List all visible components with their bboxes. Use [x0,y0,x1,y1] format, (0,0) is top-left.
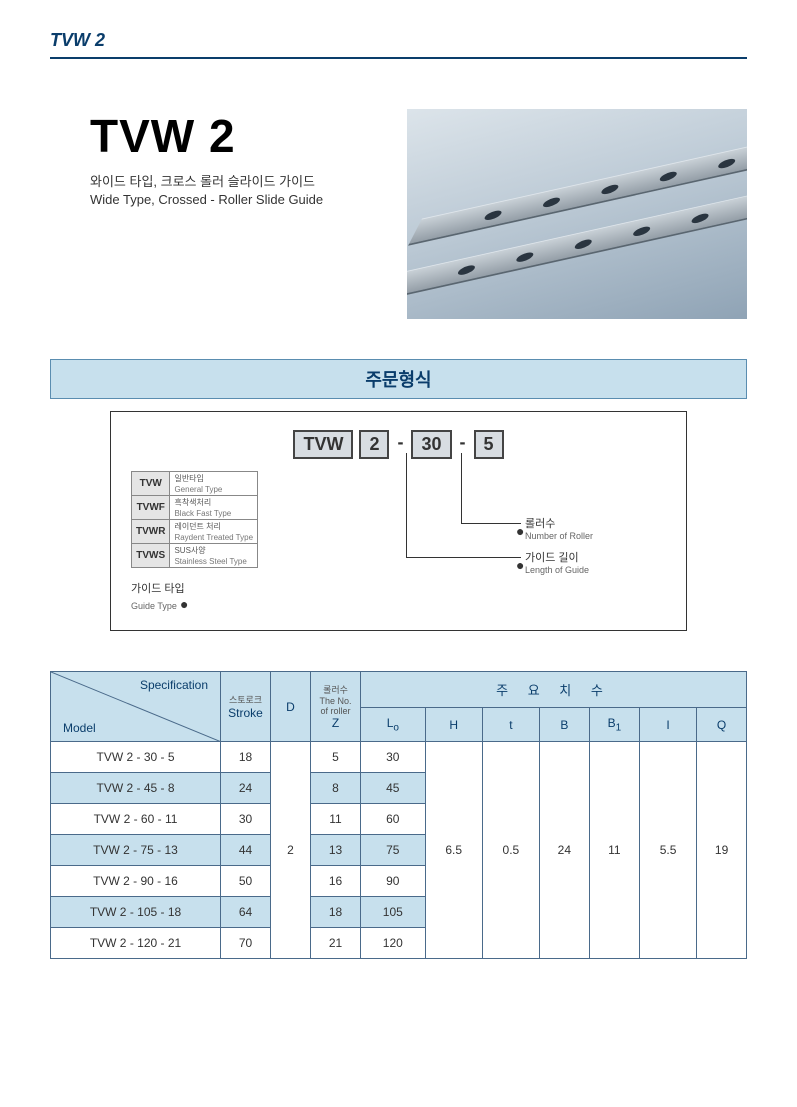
b1-header: B1 [589,708,639,742]
roller-header-en: The No. of roller [315,696,356,716]
i-header: I [639,708,696,742]
b1-cell: 11 [589,742,639,959]
roller-label-ko: 롤러수 [525,518,555,530]
code-sep: - [395,430,405,459]
order-code: TVW 2 - 30 - 5 [131,430,666,459]
stroke-cell: 18 [221,742,271,773]
type-code-table: TVW 일반타입General TypeTVWF 흑착색처리Black Fast… [131,471,258,568]
type-desc: 일반타입General Type [170,472,258,496]
spec-header-model: Model [63,721,96,735]
type-code: TVW [132,472,170,496]
type-desc: SUS사양Stainless Steel Type [170,544,258,568]
code-roller: 5 [474,430,504,459]
z-cell: 8 [311,773,361,804]
roller-header-ko: 롤러수 [315,683,356,696]
top-section: TVW 2 와이드 타입, 크로스 롤러 슬라이드 가이드 Wide Type,… [50,109,747,319]
type-code: TVWR [132,520,170,544]
page-header-label: TVW 2 [50,30,747,51]
model-cell: TVW 2 - 75 - 13 [51,835,221,866]
b-header: B [539,708,589,742]
bullet-icon: ● [180,596,188,612]
z-header: Z [332,716,339,730]
z-cell: 16 [311,866,361,897]
h-cell: 6.5 [425,742,482,959]
stroke-header-en: Stroke [228,706,263,720]
code-sep: - [458,430,468,459]
stroke-cell: 30 [221,804,271,835]
type-code: TVWF [132,496,170,520]
d-header: D [271,672,311,742]
t-cell: 0.5 [482,742,539,959]
guide-type-label-ko: 가이드 타입 [131,583,185,595]
order-section-title: 주문형식 [50,359,747,399]
code-size: 2 [359,430,389,459]
bullet-icon: ● [516,523,524,539]
z-cell: 11 [311,804,361,835]
lo-cell: 60 [361,804,426,835]
model-cell: TVW 2 - 120 - 21 [51,928,221,959]
guide-type-label-en: Guide Type [131,601,177,611]
q-header: Q [697,708,747,742]
bullet-icon: ● [516,557,524,573]
type-desc: 레이던트 처리Raydent Treated Type [170,520,258,544]
model-cell: TVW 2 - 105 - 18 [51,897,221,928]
i-cell: 5.5 [639,742,696,959]
order-format-box: TVW 2 - 30 - 5 TVW 일반타입General TypeTVWF … [110,411,687,631]
lo-cell: 120 [361,928,426,959]
model-cell: TVW 2 - 45 - 8 [51,773,221,804]
t-header: t [482,708,539,742]
specification-table: Specification Model 스토로크 Stroke D 롤러수 Th… [50,671,747,959]
order-labels-area: 롤러수 ● Number of Roller 가이드 길이 ● Length o… [311,471,666,612]
b-cell: 24 [539,742,589,959]
h-header: H [425,708,482,742]
roller-label-en: Number of Roller [525,531,593,541]
model-cell: TVW 2 - 30 - 5 [51,742,221,773]
type-desc: 흑착색처리Black Fast Type [170,496,258,520]
q-cell: 19 [697,742,747,959]
stroke-cell: 50 [221,866,271,897]
stroke-header-ko: 스토로크 [225,693,266,706]
z-cell: 13 [311,835,361,866]
dims-header: 주 요 치 수 [361,672,747,708]
product-image [407,109,747,319]
code-tvw: TVW [293,430,353,459]
model-cell: TVW 2 - 60 - 11 [51,804,221,835]
header-divider [50,57,747,59]
subtitle-korean: 와이드 타입, 크로스 롤러 슬라이드 가이드 [90,171,377,190]
code-length: 30 [411,430,451,459]
stroke-cell: 44 [221,835,271,866]
main-title: TVW 2 [90,109,377,163]
stroke-cell: 70 [221,928,271,959]
title-block: TVW 2 와이드 타입, 크로스 롤러 슬라이드 가이드 Wide Type,… [90,109,377,319]
z-cell: 5 [311,742,361,773]
d-cell: 2 [271,742,311,959]
lo-cell: 30 [361,742,426,773]
stroke-cell: 24 [221,773,271,804]
type-code: TVWS [132,544,170,568]
stroke-cell: 64 [221,897,271,928]
subtitle-english: Wide Type, Crossed - Roller Slide Guide [90,192,377,207]
lo-header: Lo [361,708,426,742]
lo-cell: 90 [361,866,426,897]
lo-cell: 75 [361,835,426,866]
length-label-en: Length of Guide [525,565,589,575]
z-cell: 21 [311,928,361,959]
spec-header-specification: Specification [140,678,208,692]
length-label-ko: 가이드 길이 [525,552,579,564]
lo-cell: 45 [361,773,426,804]
z-cell: 18 [311,897,361,928]
model-cell: TVW 2 - 90 - 16 [51,866,221,897]
lo-cell: 105 [361,897,426,928]
